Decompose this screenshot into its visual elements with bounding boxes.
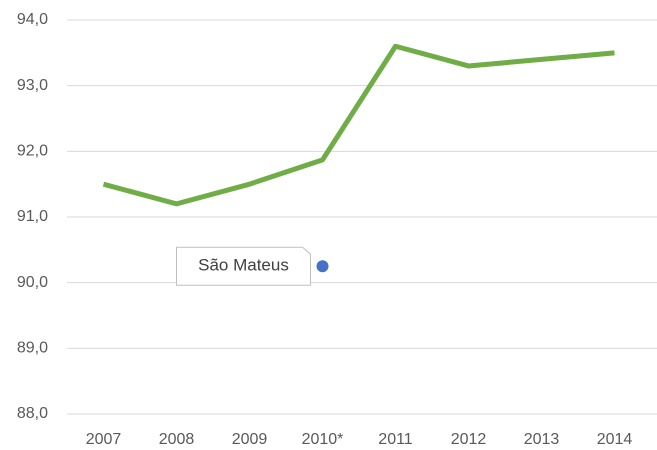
y-tick-label: 89,0 (17, 340, 48, 357)
data-label: São Mateus (198, 256, 289, 275)
point (316, 260, 329, 273)
y-tick-label: 90,0 (17, 274, 48, 291)
y-tick-label: 94,0 (17, 11, 48, 28)
x-tick-label: 2008 (159, 431, 195, 448)
x-tick-label: 2013 (524, 431, 560, 448)
y-tick-label: 92,0 (17, 143, 48, 160)
x-tick-label: 2009 (232, 431, 268, 448)
y-tick-label: 93,0 (17, 77, 48, 94)
y-tick-label: 88,0 (17, 405, 48, 422)
y-tick-label: 91,0 (17, 208, 48, 225)
x-tick-label: 2012 (451, 431, 487, 448)
x-tick-label: 2010* (302, 431, 344, 448)
x-tick-label: 2014 (597, 431, 633, 448)
line (102, 43, 615, 207)
x-tick-label: 2007 (86, 431, 122, 448)
x-tick-label: 2011 (378, 431, 413, 448)
callout-box (176, 246, 311, 286)
